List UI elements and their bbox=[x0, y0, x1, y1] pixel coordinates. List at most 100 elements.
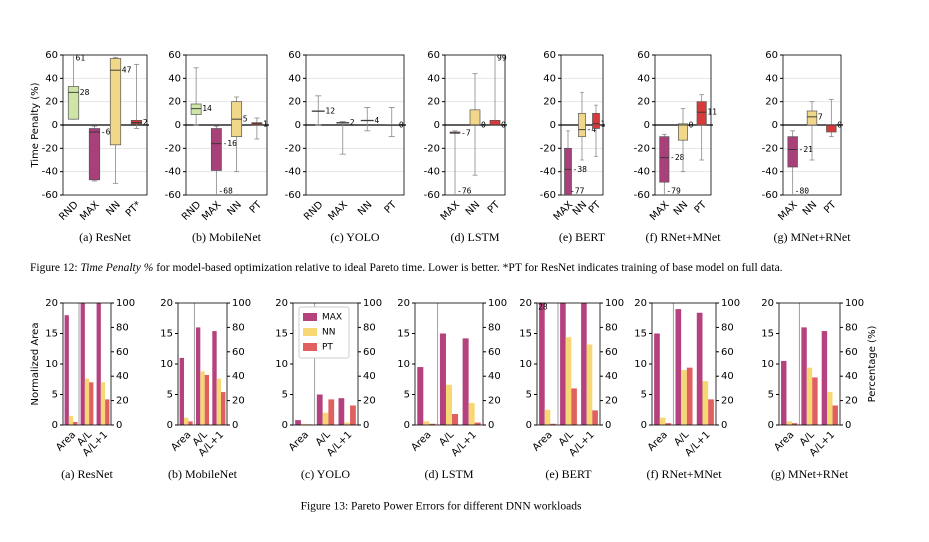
bar bbox=[322, 412, 329, 425]
y-tick-label: 5 bbox=[52, 390, 58, 401]
median-label: 47 bbox=[122, 66, 132, 75]
bar bbox=[560, 303, 566, 425]
y-tick-label: 10 bbox=[275, 359, 288, 370]
x-tick-label: Area bbox=[287, 429, 311, 453]
subcaption: (d) LSTM bbox=[425, 467, 474, 481]
bar bbox=[812, 377, 818, 425]
y2-tick-label: 0 bbox=[845, 420, 851, 431]
x-tick-label: MAX bbox=[648, 199, 672, 223]
y-tick-label: 0 bbox=[772, 120, 778, 131]
y2-tick-label: 80 bbox=[116, 322, 129, 333]
y2-tick-label: 40 bbox=[363, 371, 376, 382]
y-tick-label: 15 bbox=[45, 329, 58, 340]
bar bbox=[708, 399, 714, 425]
y-tick-label: -40 bbox=[424, 167, 440, 178]
y-tick-label: 20 bbox=[45, 97, 58, 108]
median-label: 1 bbox=[263, 119, 268, 128]
y2-tick-label: 20 bbox=[116, 396, 129, 407]
y-tick-label: 5 bbox=[768, 390, 774, 401]
y-tick-label: 40 bbox=[637, 73, 650, 84]
bar bbox=[316, 394, 323, 425]
y-tick-label: 20 bbox=[519, 298, 532, 309]
y-tick-label: 5 bbox=[167, 390, 173, 401]
y-tick-label: 60 bbox=[543, 50, 556, 61]
bar bbox=[183, 417, 189, 425]
x-tick-label: A/L+1 bbox=[325, 429, 354, 458]
x-tick-label: A/L bbox=[437, 429, 456, 448]
bar bbox=[565, 337, 572, 425]
plot-frame bbox=[414, 302, 484, 426]
bar bbox=[73, 421, 78, 425]
value-label: 28 bbox=[538, 303, 548, 312]
x-tick-label: MAX bbox=[200, 199, 224, 223]
y2-tick-label: 40 bbox=[488, 371, 501, 382]
x-tick-label: MAX bbox=[78, 199, 102, 223]
bar bbox=[791, 423, 798, 425]
y2-tick-label: 20 bbox=[721, 396, 734, 407]
y-tick-label: 20 bbox=[160, 298, 173, 309]
x-tick-label: Area bbox=[54, 429, 78, 453]
legend-swatch bbox=[303, 313, 317, 321]
y-tick-label: -40 bbox=[634, 167, 650, 178]
y-tick-label: -60 bbox=[540, 190, 556, 201]
bar bbox=[696, 312, 703, 425]
y2-tick-label: 40 bbox=[845, 371, 858, 382]
bar bbox=[89, 382, 94, 425]
whisker-label: -76 bbox=[457, 187, 472, 196]
x-tick-label: NN bbox=[226, 199, 244, 217]
median-label: -21 bbox=[799, 145, 814, 154]
bar bbox=[338, 398, 345, 425]
y2-tick-label: 20 bbox=[845, 396, 858, 407]
bar bbox=[204, 374, 210, 425]
whisker-label: 61 bbox=[76, 54, 86, 63]
median-label: 0 bbox=[399, 121, 404, 130]
y-tick-label: 0 bbox=[52, 420, 58, 431]
y2-axis-label: Percentage (%) bbox=[867, 326, 878, 403]
caption-label: Figure 12: bbox=[30, 262, 78, 274]
x-tick-label: Area bbox=[531, 429, 555, 453]
median-label: 0 bbox=[481, 121, 486, 130]
y-tick-label: 60 bbox=[765, 50, 778, 61]
bar bbox=[84, 378, 90, 425]
subcaption: (g) MNet+RNet bbox=[771, 467, 849, 481]
bar bbox=[544, 409, 551, 425]
median-label: -16 bbox=[222, 139, 237, 148]
subcaption: (e) BERT bbox=[545, 467, 592, 481]
y-tick-label: 0 bbox=[768, 420, 774, 431]
y-tick-label: 0 bbox=[295, 120, 301, 131]
box bbox=[109, 58, 122, 146]
x-tick-label: NN bbox=[672, 199, 690, 217]
y2-tick-label: 40 bbox=[605, 371, 618, 382]
median-label: 28 bbox=[80, 88, 90, 97]
y-tick-label: 20 bbox=[637, 97, 650, 108]
plot-frame bbox=[177, 302, 228, 426]
y2-tick-label: 0 bbox=[488, 420, 494, 431]
subcaption: (f) RNet+MNet bbox=[645, 230, 721, 244]
median-label: 0 bbox=[689, 121, 694, 130]
y-tick-label: -60 bbox=[42, 190, 58, 201]
y2-tick-label: 0 bbox=[116, 420, 122, 431]
x-tick-label: RND bbox=[302, 199, 326, 223]
plot-frame bbox=[651, 302, 717, 426]
y-tick-label: 20 bbox=[427, 97, 440, 108]
x-tick-label: RND bbox=[57, 199, 81, 223]
box bbox=[210, 128, 222, 171]
bar bbox=[571, 388, 577, 425]
y-tick-label: -60 bbox=[165, 190, 181, 201]
y-tick-label: -60 bbox=[424, 190, 440, 201]
median-label: 7 bbox=[818, 112, 823, 121]
y-tick-label: 10 bbox=[761, 359, 774, 370]
median-label: -7 bbox=[461, 129, 471, 138]
y-tick-label: -60 bbox=[634, 190, 650, 201]
y-tick-label: -40 bbox=[165, 167, 181, 178]
y2-tick-label: 60 bbox=[116, 347, 129, 358]
y-tick-label: 0 bbox=[282, 420, 288, 431]
y-tick-label: 20 bbox=[288, 97, 301, 108]
box bbox=[88, 128, 101, 181]
bar bbox=[216, 378, 222, 425]
y2-tick-label: 80 bbox=[845, 322, 858, 333]
box bbox=[677, 123, 689, 141]
y-tick-label: 0 bbox=[52, 120, 58, 131]
box bbox=[489, 119, 501, 126]
